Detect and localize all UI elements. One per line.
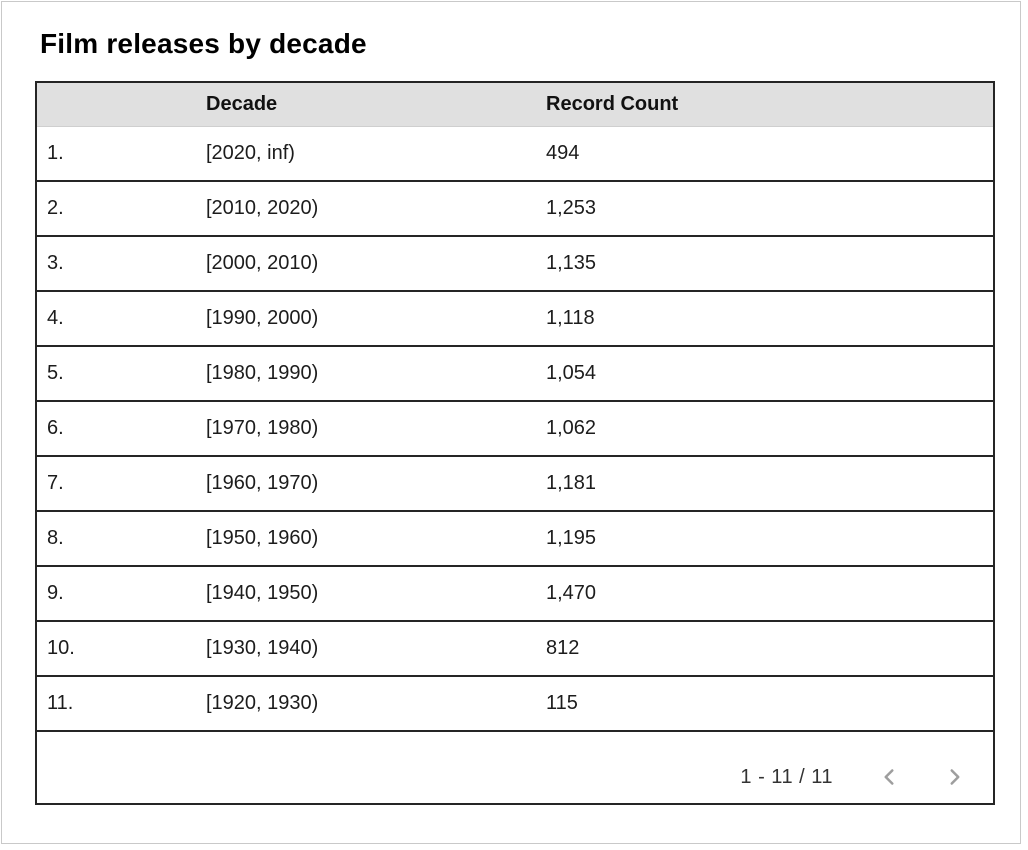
column-header-record-count[interactable]: Record Count — [536, 82, 994, 127]
row-count: 1,181 — [536, 456, 994, 512]
column-header-decade[interactable]: Decade — [196, 82, 536, 127]
chevron-right-icon — [950, 769, 960, 785]
row-count: 1,253 — [536, 181, 994, 237]
row-count: 494 — [536, 126, 994, 182]
data-table: Decade Record Count 1. [2020, inf) 494 2… — [35, 81, 995, 805]
table-row: 11. [1920, 1930) 115 — [36, 676, 994, 732]
table-row: 5. [1980, 1990) 1,054 — [36, 346, 994, 402]
row-index: 11. — [36, 676, 196, 732]
row-count: 1,062 — [536, 401, 994, 457]
row-index: 1. — [36, 126, 196, 182]
row-decade: [1920, 1930) — [196, 676, 536, 732]
prev-page-button[interactable] — [865, 753, 913, 801]
row-index: 5. — [36, 346, 196, 402]
table-row: 6. [1970, 1980) 1,062 — [36, 401, 994, 457]
row-count: 1,135 — [536, 236, 994, 292]
row-index: 7. — [36, 456, 196, 512]
pagination-range: 1 - 11 / 11 — [740, 765, 833, 788]
row-decade: [1990, 2000) — [196, 291, 536, 347]
table-row: 2. [2010, 2020) 1,253 — [36, 181, 994, 237]
row-number-column-header — [36, 82, 196, 127]
row-index: 9. — [36, 566, 196, 622]
row-index: 8. — [36, 511, 196, 567]
row-count: 812 — [536, 621, 994, 677]
row-index: 10. — [36, 621, 196, 677]
row-decade: [2020, inf) — [196, 126, 536, 182]
table-row: 4. [1990, 2000) 1,118 — [36, 291, 994, 347]
row-decade: [1950, 1960) — [196, 511, 536, 567]
table-row: 7. [1960, 1970) 1,181 — [36, 456, 994, 512]
row-count: 1,118 — [536, 291, 994, 347]
table-row: 10. [1930, 1940) 812 — [36, 621, 994, 677]
chevron-left-icon — [884, 769, 894, 785]
row-count: 1,195 — [536, 511, 994, 567]
row-index: 3. — [36, 236, 196, 292]
row-count: 1,054 — [536, 346, 994, 402]
row-decade: [1960, 1970) — [196, 456, 536, 512]
table-header-row: Decade Record Count — [36, 82, 994, 127]
table-row: 9. [1940, 1950) 1,470 — [36, 566, 994, 622]
row-decade: [2010, 2020) — [196, 181, 536, 237]
table-footer-row: 1 - 11 / 11 — [36, 731, 994, 804]
row-decade: [1970, 1980) — [196, 401, 536, 457]
table-row: 8. [1950, 1960) 1,195 — [36, 511, 994, 567]
row-count: 1,470 — [536, 566, 994, 622]
row-index: 2. — [36, 181, 196, 237]
row-decade: [1930, 1940) — [196, 621, 536, 677]
row-count: 115 — [536, 676, 994, 732]
chart-title: Film releases by decade — [40, 28, 367, 59]
table-row: 1. [2020, inf) 494 — [36, 126, 994, 182]
row-decade: [1940, 1950) — [196, 566, 536, 622]
pagination: 1 - 11 / 11 — [37, 753, 979, 801]
row-decade: [2000, 2010) — [196, 236, 536, 292]
row-index: 6. — [36, 401, 196, 457]
next-page-button[interactable] — [931, 753, 979, 801]
row-decade: [1980, 1990) — [196, 346, 536, 402]
table-row: 3. [2000, 2010) 1,135 — [36, 236, 994, 292]
row-index: 4. — [36, 291, 196, 347]
